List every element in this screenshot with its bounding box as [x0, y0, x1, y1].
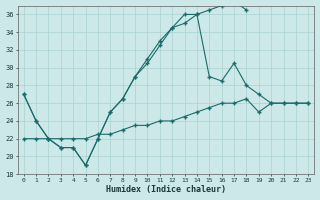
- X-axis label: Humidex (Indice chaleur): Humidex (Indice chaleur): [106, 185, 226, 194]
